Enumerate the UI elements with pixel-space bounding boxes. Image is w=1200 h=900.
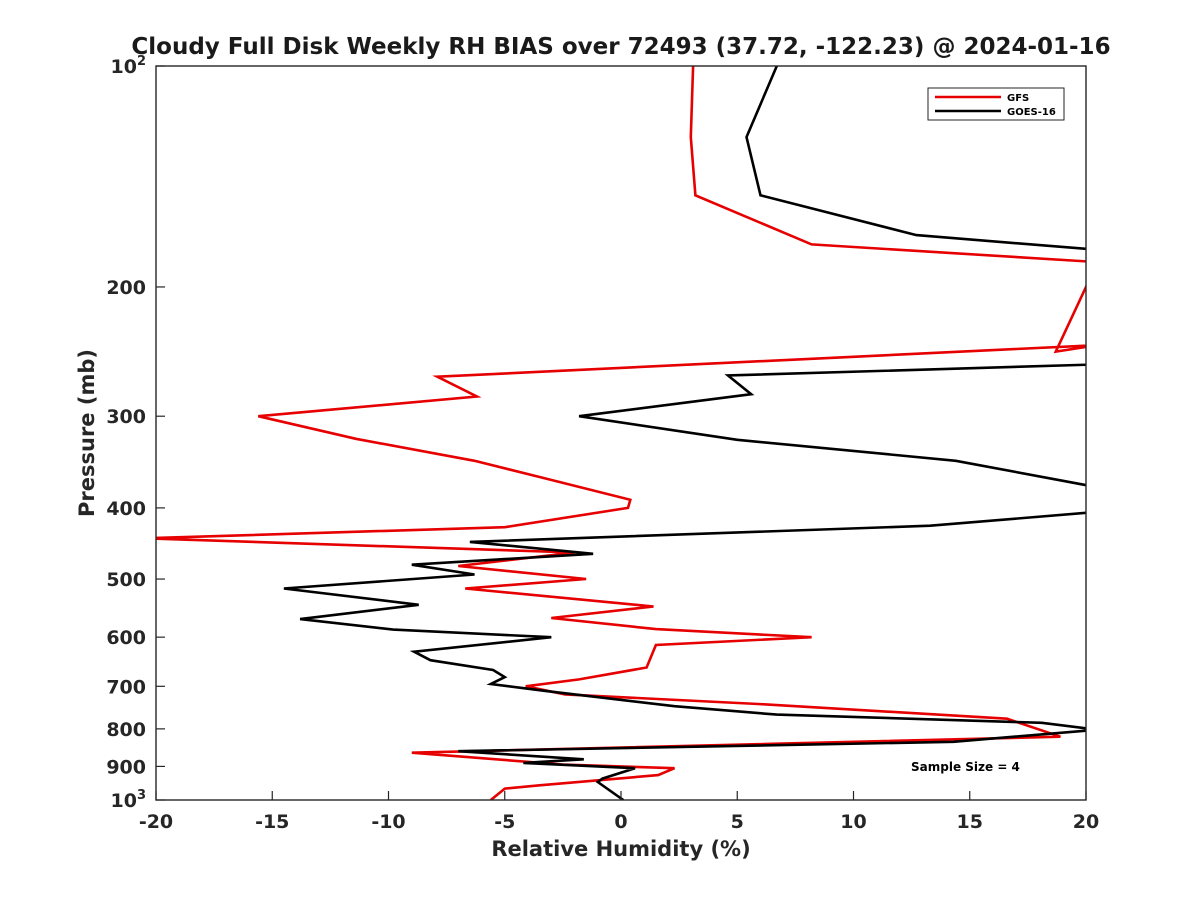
x-tick-label: 15 [957,811,983,833]
chart-title: Cloudy Full Disk Weekly RH BIAS over 724… [131,34,1110,60]
y-axis-label: Pressure (mb) [75,349,99,517]
x-tick-label: 10 [840,811,866,833]
x-tick-label: -15 [255,811,289,833]
y-tick-label: 103 [111,788,147,812]
x-tick-label: -10 [371,811,405,833]
x-tick-label: 5 [731,811,744,833]
y-tick-label: 400 [106,498,146,520]
series-layer [156,66,1086,800]
x-tick-label: 0 [614,811,627,833]
plot-frame [155,65,1087,801]
legend-label-goes16: GOES-16 [1007,107,1056,118]
x-tick-label: -20 [139,811,173,833]
series-line-goes-16 [283,66,1086,800]
x-tick-label: 20 [1073,811,1099,833]
legend: GFS GOES-16 [927,87,1065,121]
y-tick-label: 700 [106,676,146,698]
y-axis: 102 200 300 400 500 600 700 800 900 103 [106,54,165,812]
y-tick-label: 900 [106,756,146,778]
series-line-gfs [156,66,1086,800]
y-tick-label: 102 [111,54,147,78]
legend-box [927,87,1065,121]
y-tick-label: 300 [106,406,146,428]
y-tick-label: 500 [106,569,146,591]
sample-size-annotation: Sample Size = 4 [911,760,1020,774]
legend-label-gfs: GFS [1007,93,1029,104]
y-tick-label: 800 [106,719,146,741]
x-axis-label: Relative Humidity (%) [491,837,750,861]
x-axis: -20 -15 -10 -5 0 5 10 15 20 [139,791,1099,833]
y-tick-label: 200 [106,277,146,299]
x-tick-label: -5 [494,811,515,833]
y-tick-label: 600 [106,627,146,649]
